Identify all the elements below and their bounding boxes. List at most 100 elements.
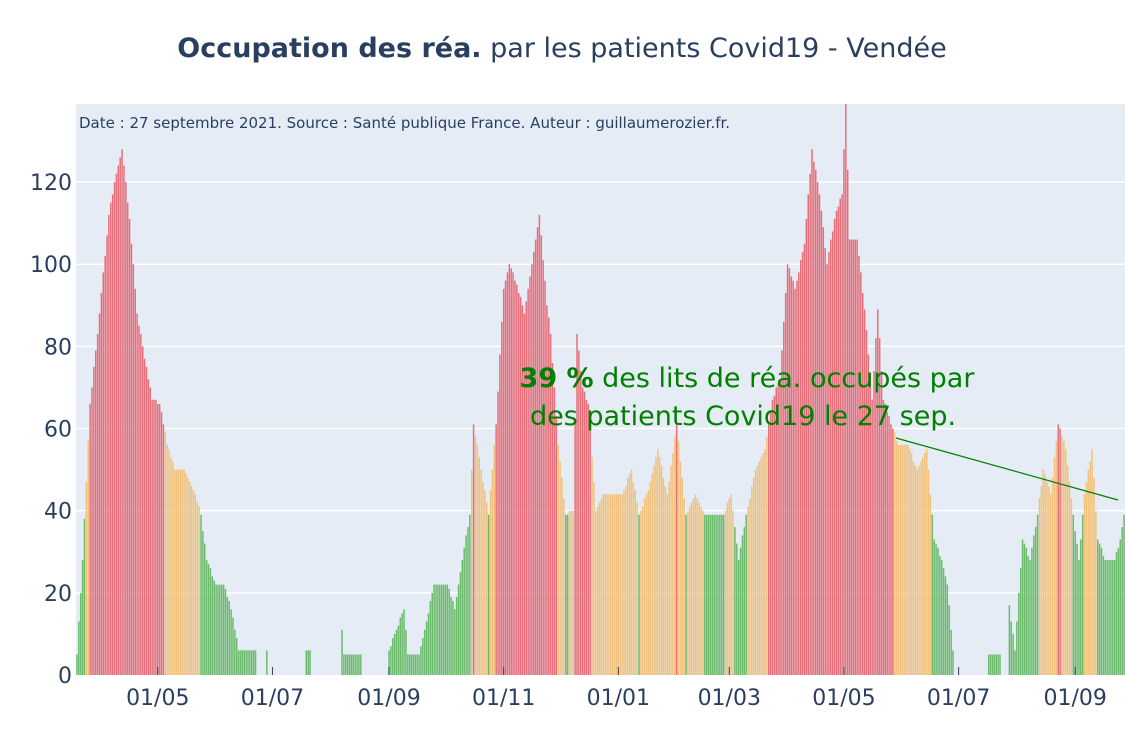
bar xyxy=(185,473,187,675)
bar xyxy=(132,264,135,675)
bar xyxy=(1123,514,1125,675)
bar xyxy=(909,449,911,675)
bar xyxy=(433,584,435,675)
bar xyxy=(196,502,198,675)
bar xyxy=(360,654,362,675)
bar xyxy=(553,387,556,675)
bar xyxy=(1038,498,1041,675)
bar xyxy=(1040,486,1043,675)
bar xyxy=(645,494,648,675)
bar xyxy=(345,654,347,675)
bar xyxy=(939,555,941,675)
bar xyxy=(1078,559,1080,675)
bar xyxy=(179,469,182,675)
bar xyxy=(76,654,78,675)
bar xyxy=(647,490,650,675)
bar xyxy=(512,272,514,675)
bar xyxy=(356,654,358,675)
bar xyxy=(1066,465,1069,675)
bar xyxy=(170,457,172,675)
bar xyxy=(856,239,858,675)
bar xyxy=(546,305,548,675)
bar xyxy=(504,280,507,675)
bar xyxy=(187,477,189,675)
bar xyxy=(557,444,559,675)
bar xyxy=(591,457,593,675)
bar xyxy=(730,494,732,675)
bar xyxy=(675,424,678,675)
bar xyxy=(907,444,909,675)
bar xyxy=(516,284,518,675)
bar xyxy=(848,239,851,675)
bar xyxy=(249,650,251,675)
bar xyxy=(801,251,804,675)
bar xyxy=(501,321,503,675)
bar xyxy=(999,654,1001,675)
bar xyxy=(739,547,742,675)
bar xyxy=(123,165,125,675)
bar xyxy=(598,502,601,675)
bar xyxy=(653,465,655,675)
bar xyxy=(254,650,257,675)
bar xyxy=(157,403,159,675)
bar xyxy=(422,638,424,675)
y-axis-ticks: 0 20 40 60 80 100 120 xyxy=(30,171,72,689)
bar xyxy=(399,617,402,675)
bar xyxy=(1110,559,1112,675)
bar xyxy=(846,169,849,676)
bar xyxy=(209,568,212,675)
bar xyxy=(771,399,774,675)
bar xyxy=(495,424,497,675)
bar xyxy=(854,239,856,675)
bar xyxy=(643,498,646,675)
bar xyxy=(627,477,629,675)
bar xyxy=(397,625,400,675)
x-tick-label: 01/09 xyxy=(357,686,420,711)
bar xyxy=(794,288,796,675)
bar xyxy=(815,169,817,676)
bar xyxy=(807,194,809,675)
bar xyxy=(237,650,240,675)
bars-layer xyxy=(76,104,1125,676)
bar xyxy=(207,564,210,675)
bar xyxy=(104,255,106,676)
bar xyxy=(901,444,903,675)
bar xyxy=(783,321,785,675)
bar xyxy=(867,354,870,675)
bar xyxy=(476,444,479,675)
bar xyxy=(181,469,183,675)
bar xyxy=(903,444,905,675)
bar xyxy=(523,313,526,675)
bar xyxy=(600,498,603,675)
bar xyxy=(130,243,133,676)
bar xyxy=(636,502,638,675)
bar xyxy=(762,453,764,675)
bar xyxy=(585,399,588,675)
bar xyxy=(862,292,864,675)
bar xyxy=(925,449,928,675)
bar xyxy=(117,165,120,675)
bar xyxy=(94,350,97,675)
bar xyxy=(877,309,879,675)
bar xyxy=(1104,559,1107,675)
bar xyxy=(672,453,674,675)
bar xyxy=(884,403,887,675)
bar xyxy=(713,514,715,675)
bar xyxy=(192,490,195,675)
chart-title: Occupation des réa. par les patients Cov… xyxy=(177,33,946,64)
bar xyxy=(604,494,606,675)
bar xyxy=(1070,498,1073,675)
bar xyxy=(1036,514,1039,675)
source-note: Date : 27 septembre 2021. Source : Santé… xyxy=(79,114,730,132)
bar xyxy=(775,387,778,675)
annotation-arrow xyxy=(895,437,1119,501)
bar xyxy=(211,576,214,675)
bar xyxy=(160,412,163,675)
bar xyxy=(168,449,170,675)
bar xyxy=(668,481,670,675)
bar xyxy=(1068,481,1071,675)
bar xyxy=(737,559,740,675)
bar xyxy=(1085,481,1088,675)
bar xyxy=(213,580,215,675)
bar xyxy=(431,592,433,675)
